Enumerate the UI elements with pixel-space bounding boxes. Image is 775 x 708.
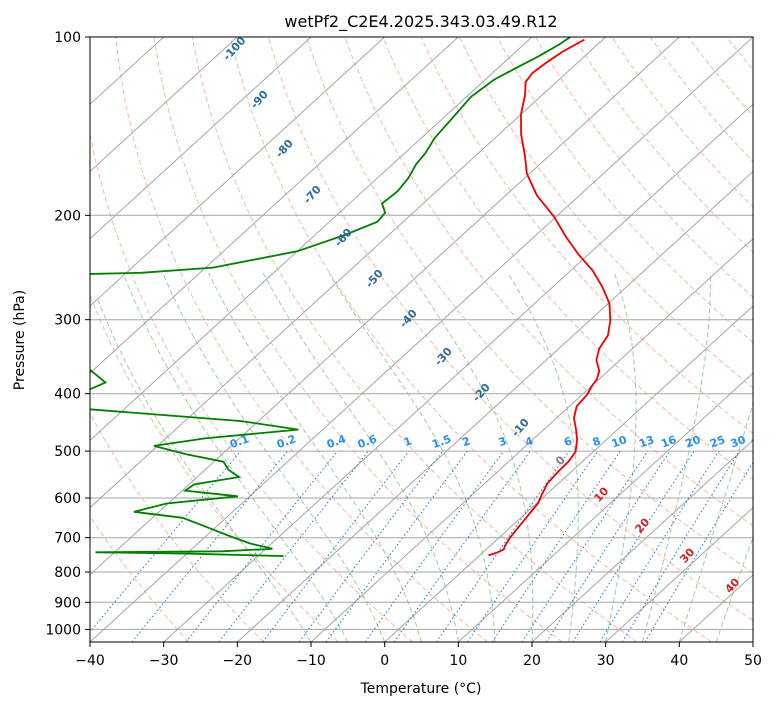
plot-area <box>90 37 753 642</box>
mixing-ratio-label: 1 <box>402 434 414 449</box>
moist-adiabat <box>162 272 386 642</box>
mixing-ratio-label: 20 <box>683 433 702 451</box>
dry-adiabat <box>649 37 753 163</box>
mixing-ratio-line <box>467 450 599 642</box>
temperature-line <box>488 38 612 557</box>
mixing-ratio-label: 8 <box>591 434 603 449</box>
isotherm <box>90 37 753 642</box>
y-tick-label: 400 <box>54 387 81 403</box>
moist-adiabat <box>208 272 422 642</box>
mixing-ratio-line <box>131 450 288 642</box>
isotherm <box>163 103 753 642</box>
dry-adiabat <box>90 515 190 642</box>
dry-adiabat <box>382 37 753 481</box>
isotherm <box>605 506 753 642</box>
mixing-ratio-line <box>393 450 531 642</box>
mixing-ratio-line <box>621 450 740 642</box>
moist-adiabat <box>507 272 579 642</box>
y-tick-label: 100 <box>54 30 81 46</box>
y-tick-label: 800 <box>54 565 81 581</box>
isotherm <box>236 170 753 642</box>
mixing-ratio-line <box>262 450 410 642</box>
isotherm <box>310 237 753 642</box>
isotherm <box>90 37 459 374</box>
y-tick-label: 500 <box>54 444 81 460</box>
mixing-ratio-label: 4 <box>523 434 535 449</box>
y-axis-label: Pressure (hPa) <box>12 290 28 390</box>
isotherm <box>90 37 238 173</box>
isotherm <box>90 37 533 442</box>
mixing-ratio-label: 0.2 <box>275 432 298 451</box>
isotherm <box>90 37 607 509</box>
mixing-ratio-line <box>218 450 369 642</box>
isotherm <box>384 305 753 642</box>
moist-adiabat <box>642 272 711 642</box>
x-tick-label: −10 <box>296 653 326 669</box>
mixing-ratio-label: 0.6 <box>356 432 379 451</box>
axes: −40 −30 −20 −10 0 10 20 30 40 5010020030040050060… <box>45 30 762 669</box>
isotherm <box>531 439 753 642</box>
mixing-ratio-line <box>572 450 695 642</box>
mixing-ratio-label: 10 <box>610 433 629 451</box>
dry-adiabat <box>306 37 753 574</box>
dry-adiabat <box>90 131 414 642</box>
x-tick-label: −30 <box>149 653 179 669</box>
isotherm <box>90 37 386 307</box>
mixing-ratio-line <box>364 450 505 642</box>
dewpoint-line <box>90 37 571 557</box>
dry-adiabat <box>229 37 712 642</box>
mixing-ratio-label: 3 <box>497 434 509 449</box>
isotherm <box>90 37 312 240</box>
dry-adiabat <box>268 37 753 622</box>
moist-adiabat <box>715 535 753 642</box>
moist-adiabat <box>262 272 459 642</box>
x-tick-label: 40 <box>670 653 688 669</box>
x-tick-label: 20 <box>523 653 541 669</box>
mixing-ratio-line <box>644 461 753 642</box>
x-tick-label: 50 <box>744 653 762 669</box>
y-tick-label: 900 <box>54 595 81 611</box>
dry-adiabat <box>496 37 753 344</box>
dry-adiabat <box>535 37 753 298</box>
plot-frame <box>89 36 754 643</box>
mixing-ratio-label: 1.5 <box>430 432 453 451</box>
mixing-ratio-line <box>545 450 671 642</box>
mixing-ratio-label: 13 <box>637 433 656 450</box>
y-tick-label: 1000 <box>45 622 81 638</box>
x-tick-label: −20 <box>223 653 253 669</box>
x-tick-label: 0 <box>380 653 389 669</box>
x-axis-label: Temperature (°C) <box>360 681 482 697</box>
moist-adiabat <box>678 401 753 642</box>
y-tick-label: 300 <box>54 313 81 329</box>
dry-adiabat <box>611 37 753 208</box>
dry-adiabat <box>344 37 753 527</box>
y-tick-label: 600 <box>54 491 81 507</box>
mixing-ratio-label: 16 <box>659 433 678 451</box>
mixing-ratio-label: 0.1 <box>228 432 251 451</box>
mixing-ratio-line <box>185 450 338 642</box>
x-tick-label: −40 <box>75 653 105 669</box>
mixing-ratio-label: 6 <box>562 434 574 449</box>
mixing-ratio-label: 25 <box>708 433 727 450</box>
isotherm <box>90 37 680 576</box>
mixing-ratio-label: 30 <box>729 433 748 451</box>
mixing-ratio-label: 36 <box>749 433 768 451</box>
x-tick-label: 30 <box>597 653 615 669</box>
moist-adiabat <box>605 272 637 642</box>
y-tick-label: 700 <box>54 531 81 547</box>
moist-adiabat <box>122 272 349 642</box>
dry-adiabat <box>115 37 488 642</box>
mixing-ratio-line <box>90 450 242 633</box>
isotherm <box>457 372 753 642</box>
y-tick-label: 200 <box>54 208 81 224</box>
mixing-ratio-label: 0.4 <box>325 432 348 451</box>
dry-adiabat <box>458 37 753 389</box>
mixing-ratio-label: 2 <box>460 434 472 449</box>
x-tick-label: 10 <box>449 653 467 669</box>
chart-title: wetPf2_C2E4.2025.343.03.49.R12 <box>284 12 557 32</box>
moist-adiabat <box>328 272 496 642</box>
mixing-ratio-line <box>599 450 720 642</box>
